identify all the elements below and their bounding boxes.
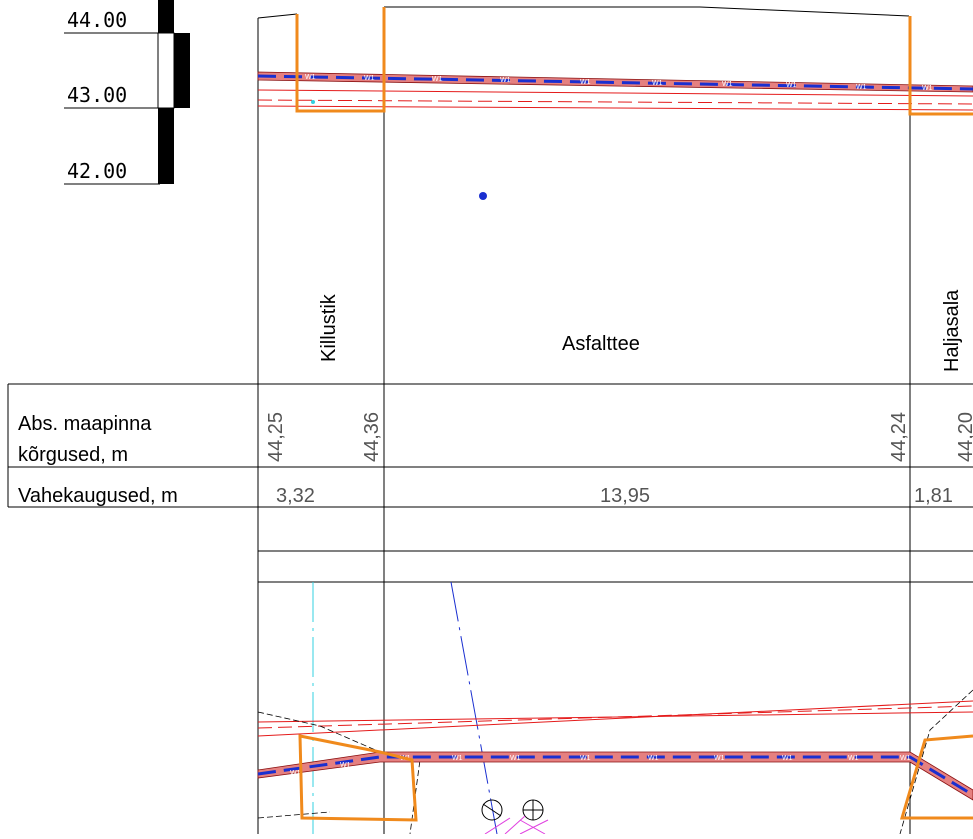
pipe-tag: W1 bbox=[305, 74, 316, 81]
pipe-centerline bbox=[257, 74, 973, 91]
pipe-tag: W1 bbox=[290, 770, 301, 777]
survey-point bbox=[479, 192, 487, 200]
scale-label-44: 44.00 bbox=[67, 8, 127, 32]
row-label-elevations-line1: Abs. maapinna bbox=[18, 413, 152, 435]
pipe-band bbox=[257, 751, 973, 801]
valve-symbols bbox=[481, 799, 544, 821]
elevation-scale: 44.00 43.00 42.00 bbox=[64, 0, 190, 185]
pipe-tag: W1 bbox=[340, 762, 351, 769]
distance-value: 13,95 bbox=[600, 485, 650, 507]
pipe-tag: W1 bbox=[714, 755, 725, 762]
distance-value: 3,32 bbox=[276, 485, 315, 507]
blue-utility-line bbox=[450, 581, 498, 835]
pipe-tags: W1 W1 W1 W1 W1 W1 W1 W1 W1 W1 bbox=[305, 74, 933, 92]
pipe-tag: W1 bbox=[432, 76, 443, 83]
cable-lines-top bbox=[257, 89, 973, 111]
scale-label-42: 42.00 bbox=[67, 159, 127, 183]
elevation-value: 44,36 bbox=[361, 412, 383, 462]
scale-bar-segment bbox=[174, 33, 190, 108]
scale-bar-segment bbox=[158, 0, 174, 33]
row-label-elevations-line2: kõrgused, m bbox=[18, 444, 128, 466]
elevation-value: 44,20 bbox=[955, 412, 973, 462]
cyan-marker bbox=[311, 100, 315, 104]
magenta-lines bbox=[484, 815, 549, 835]
pipe-tag: W1 bbox=[782, 755, 793, 762]
profile-frame bbox=[7, 6, 973, 834]
ground-line bbox=[257, 13, 298, 19]
scale-bar-segment bbox=[158, 108, 174, 184]
pipe-tag: W1 bbox=[364, 75, 375, 82]
scale-label-43: 43.00 bbox=[67, 83, 127, 107]
surface-label-left: Killustik bbox=[318, 293, 340, 362]
pipe-tag: W1 bbox=[510, 755, 521, 762]
surface-label-middle: Asfalttee bbox=[562, 333, 640, 355]
pipe-centerline bbox=[257, 755, 973, 797]
trench-outline-bottom bbox=[298, 734, 973, 822]
utility-pipe-top: W1 W1 W1 W1 W1 W1 W1 W1 W1 W1 bbox=[257, 71, 973, 93]
pipe-tags: W1 W1 W1 W1 W1 W1 W1 W1 W1 W1 W1 bbox=[290, 755, 911, 777]
distance-value: 1,81 bbox=[914, 485, 953, 507]
trench-outline-top bbox=[295, 7, 973, 116]
pipe-tag: W1 bbox=[922, 85, 933, 92]
pipe-tag: W1 bbox=[900, 755, 911, 762]
scale-bar-segment bbox=[157, 32, 175, 109]
pipe-tag: W1 bbox=[580, 79, 591, 86]
pipe-tag: W1 bbox=[500, 77, 511, 84]
pipe-tag: W1 bbox=[648, 755, 659, 762]
pipe-tag: W1 bbox=[856, 84, 867, 91]
pipe-tag: W1 bbox=[652, 80, 663, 87]
pipe-tag: W1 bbox=[786, 82, 797, 89]
pipe-tag: W1 bbox=[580, 755, 591, 762]
elevation-value: 44,25 bbox=[265, 412, 287, 462]
elevation-value: 44,24 bbox=[888, 412, 910, 462]
utility-pipe-bottom: W1 W1 W1 W1 W1 W1 W1 W1 W1 W1 W1 bbox=[257, 751, 973, 801]
row-label-distances: Vahekaugused, m bbox=[18, 485, 178, 507]
surface-label-right: Haljasala bbox=[941, 289, 963, 372]
cable-lines-bottom bbox=[257, 700, 973, 737]
pipe-tag: W1 bbox=[722, 81, 733, 88]
pipe-tag: W1 bbox=[452, 755, 463, 762]
pipe-tag: W1 bbox=[848, 755, 859, 762]
ground-line bbox=[384, 6, 910, 17]
